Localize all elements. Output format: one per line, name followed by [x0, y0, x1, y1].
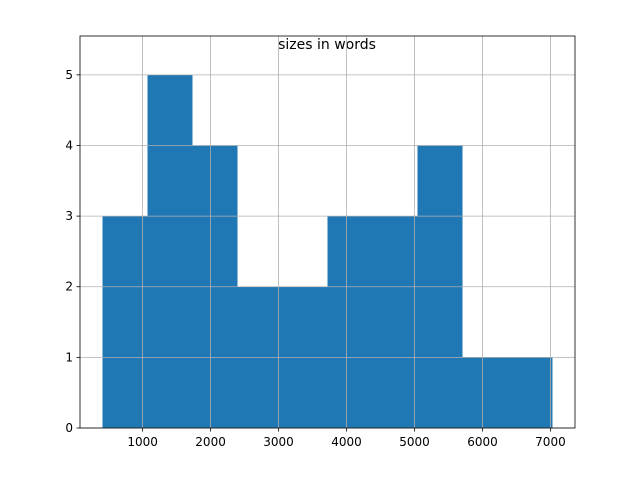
x-tick-label: 2000: [195, 435, 226, 449]
y-tick-label: 4: [65, 138, 73, 152]
chart-title: sizes in words: [278, 37, 376, 53]
y-tick-label: 5: [65, 68, 73, 82]
x-tick-label: 5000: [399, 435, 430, 449]
bar: [507, 357, 553, 428]
y-tick-label: 0: [65, 421, 73, 435]
bar: [327, 216, 373, 428]
bar: [147, 74, 193, 428]
y-tick-label: 3: [65, 209, 73, 223]
bar: [462, 357, 508, 428]
axes-frame: [79, 35, 576, 429]
y-tick-label: 1: [65, 350, 73, 364]
bar: [102, 216, 148, 428]
x-tick-label: 6000: [467, 435, 498, 449]
bar: [372, 216, 418, 428]
x-tick-label: 1000: [127, 435, 158, 449]
x-tick-label: 7000: [535, 435, 566, 449]
x-tick-label: 4000: [331, 435, 362, 449]
x-tick-label: 3000: [263, 435, 294, 449]
y-tick-label: 2: [65, 280, 73, 294]
